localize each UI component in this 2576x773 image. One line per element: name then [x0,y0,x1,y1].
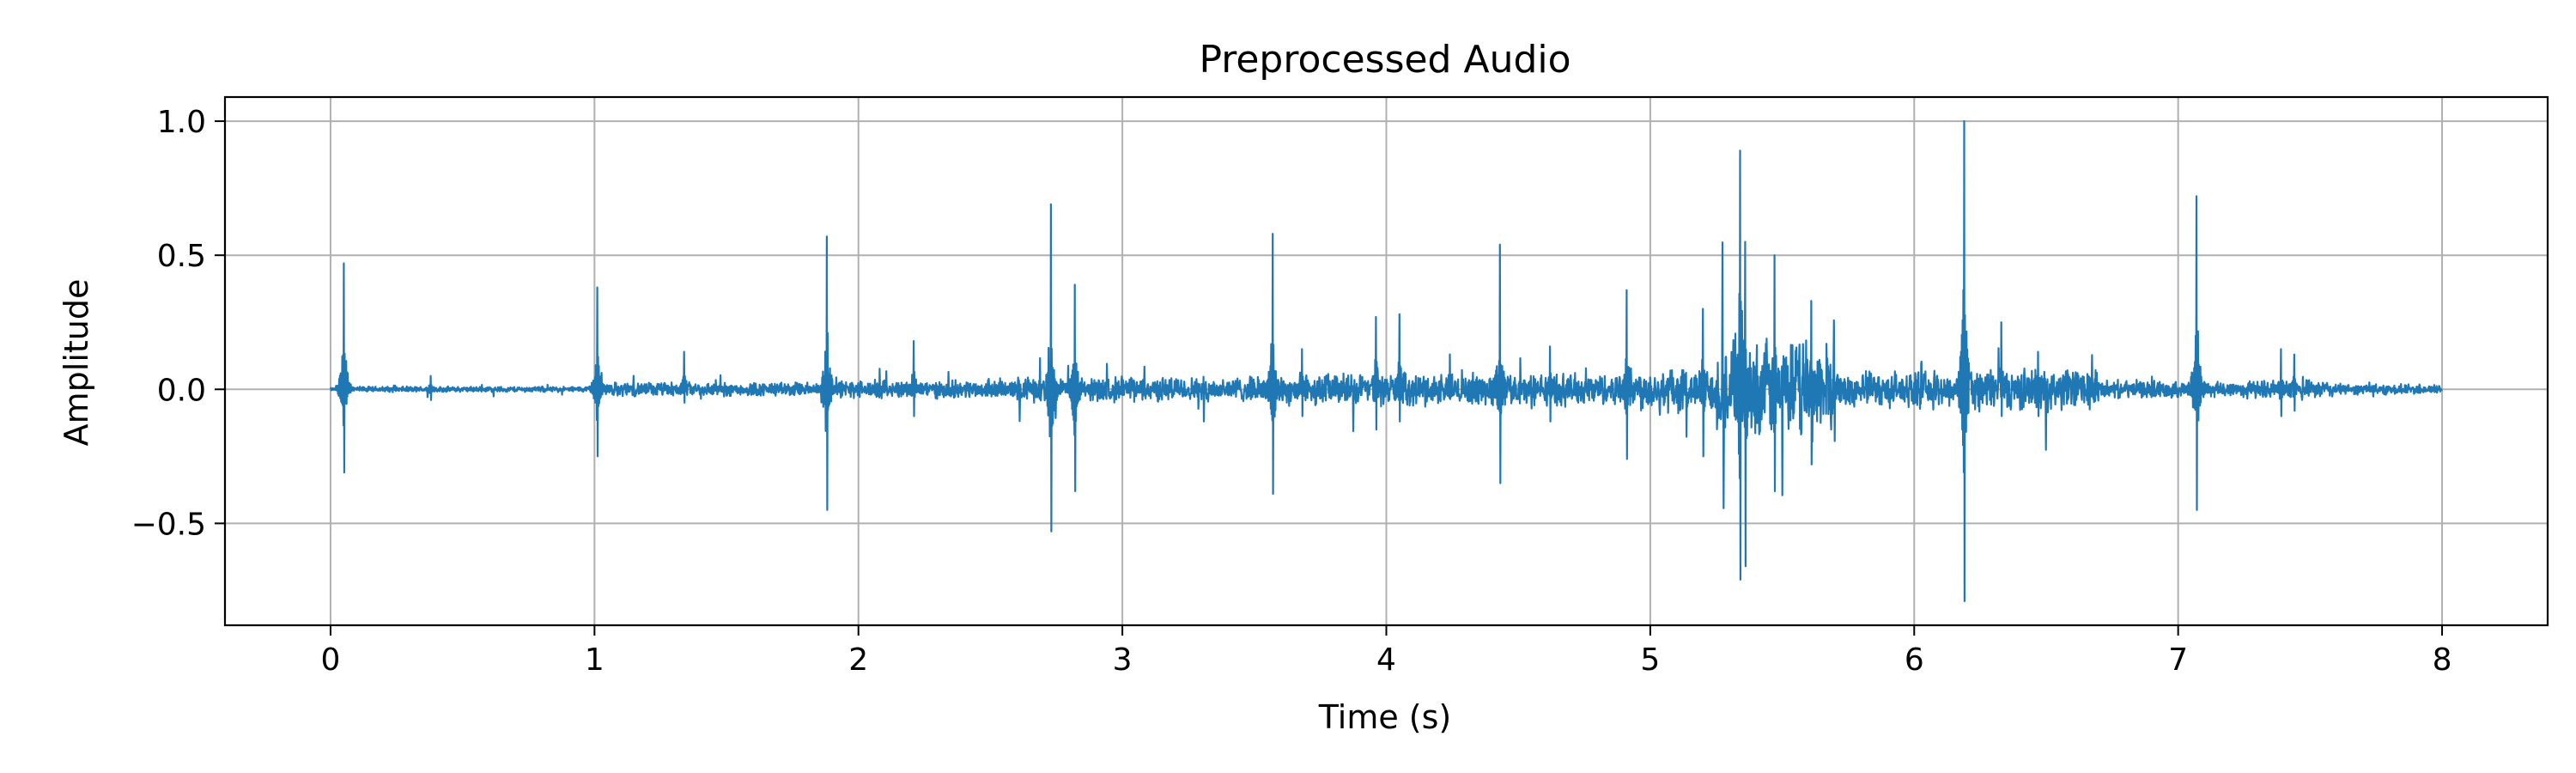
y-axis: −0.5 0.0 0.5 1.0 [131,105,225,542]
x-tick-label: 7 [2168,642,2188,678]
x-tick-label: 4 [1376,642,1396,678]
y-tick-label: 0.0 [157,373,206,408]
x-axis-title: Time (s) [1318,698,1452,736]
x-tick-label: 8 [2433,642,2452,678]
chart-title: Preprocessed Audio [1199,38,1571,82]
y-tick-label: 1.0 [157,105,206,140]
y-axis-title: Amplitude [58,279,95,447]
plot-area [329,120,2443,602]
x-tick-label: 1 [585,642,605,678]
x-tick-label: 2 [848,642,868,678]
x-tick-label: 6 [1905,642,1924,678]
y-tick-label: 0.5 [157,239,206,274]
x-axis: 0 1 2 3 4 5 6 7 8 [321,625,2452,678]
x-tick-label: 0 [321,642,341,678]
x-tick-label: 5 [1640,642,1660,678]
y-tick-label: −0.5 [131,507,206,542]
waveform-line [329,120,2443,602]
x-tick-label: 3 [1113,642,1133,678]
